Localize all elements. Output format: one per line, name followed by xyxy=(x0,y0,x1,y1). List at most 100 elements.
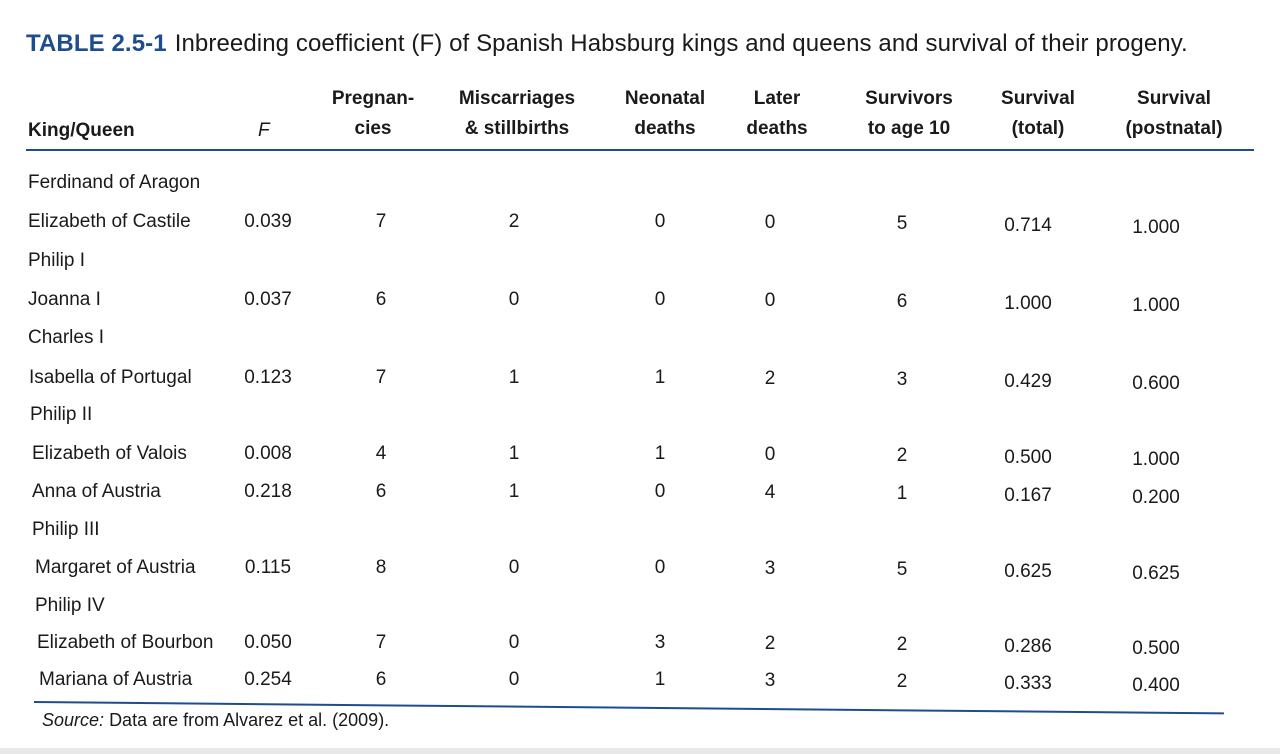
cell-survival-total: 0.429 xyxy=(1004,371,1052,392)
cell-f: 0.123 xyxy=(244,367,292,388)
cell-f: 0.218 xyxy=(244,481,292,502)
cell-survival-postnatal: 0.625 xyxy=(1132,563,1180,584)
header-survivors-line2: to age 10 xyxy=(867,118,951,139)
table-caption: Inbreeding coefficient (F) of Spanish Ha… xyxy=(174,30,1188,57)
source-text: Data are from Alvarez et al. (2009). xyxy=(109,710,390,730)
cell-survival-total: 0.714 xyxy=(1004,215,1052,236)
header-later: Later deaths xyxy=(737,84,817,144)
cell-later: 3 xyxy=(764,670,776,691)
cell-later: 2 xyxy=(764,368,776,389)
cell-miscarriages: 1 xyxy=(508,367,520,388)
cell-f: 0.050 xyxy=(244,632,292,653)
cell-miscarriages: 2 xyxy=(508,211,520,232)
cell-survival-total: 0.500 xyxy=(1004,447,1052,468)
cell-survivors: 2 xyxy=(896,671,908,692)
row-name: Joanna I xyxy=(28,289,101,310)
cell-survival-postnatal: 0.200 xyxy=(1132,487,1180,508)
cell-miscarriages: 1 xyxy=(508,443,520,464)
cell-pregnancies: 7 xyxy=(375,367,387,388)
header-survival-total-line2: (total) xyxy=(1011,118,1065,139)
cell-pregnancies: 6 xyxy=(375,481,387,502)
header-miscarriages: Miscarriages & stillbirths xyxy=(452,84,582,144)
header-neonatal-line1: Neonatal xyxy=(624,88,706,109)
header-survivors-line1: Survivors xyxy=(865,88,953,109)
header-f: F xyxy=(258,116,270,146)
cell-survival-postnatal: 0.600 xyxy=(1132,373,1180,394)
cell-pregnancies: 7 xyxy=(375,211,387,232)
row-name: Ferdinand of Aragon xyxy=(28,172,201,193)
cell-survival-total: 0.625 xyxy=(1004,561,1052,582)
cell-neonatal: 1 xyxy=(654,669,666,690)
header-miscarriages-line2: & stillbirths xyxy=(464,118,570,139)
cell-f: 0.115 xyxy=(244,557,292,578)
cell-later: 2 xyxy=(764,633,776,654)
cell-later: 0 xyxy=(764,444,776,465)
cell-pregnancies: 6 xyxy=(375,669,387,690)
cell-later: 3 xyxy=(764,558,776,579)
row-name: Charles I xyxy=(28,327,105,348)
cell-survivors: 2 xyxy=(896,445,908,466)
header-survival-postnatal-line2: (postnatal) xyxy=(1125,118,1223,139)
cell-f: 0.254 xyxy=(244,669,292,690)
cell-neonatal: 0 xyxy=(654,557,666,578)
header-pregnancies: Pregnan- cies xyxy=(330,84,416,144)
cell-neonatal: 3 xyxy=(654,632,666,653)
cell-survivors: 5 xyxy=(896,213,908,234)
cell-neonatal: 0 xyxy=(654,211,666,232)
header-neonatal-line2: deaths xyxy=(634,118,696,139)
row-name: Elizabeth of Valois xyxy=(32,443,187,464)
row-name: Margaret of Austria xyxy=(35,557,196,578)
source-note: Source: Data are from Alvarez et al. (20… xyxy=(42,710,389,731)
cell-survival-total: 0.167 xyxy=(1004,485,1052,506)
cell-survival-postnatal: 1.000 xyxy=(1132,449,1180,470)
row-name: Isabella of Portugal xyxy=(29,367,192,388)
row-name: Philip I xyxy=(28,250,86,271)
cell-f: 0.008 xyxy=(244,443,292,464)
cell-neonatal: 1 xyxy=(654,443,666,464)
cell-neonatal: 0 xyxy=(654,481,666,502)
cell-later: 0 xyxy=(764,212,776,233)
cell-neonatal: 0 xyxy=(654,289,666,310)
header-survivors: Survivors to age 10 xyxy=(857,84,961,144)
cell-pregnancies: 7 xyxy=(375,632,387,653)
cell-survivors: 6 xyxy=(896,291,908,312)
cell-survival-total: 0.286 xyxy=(1004,636,1052,657)
cell-f: 0.039 xyxy=(244,211,292,232)
table-title: TABLE 2.5-1 Inbreeding coefficient (F) of… xyxy=(26,30,1188,58)
cell-pregnancies: 6 xyxy=(375,289,387,310)
header-neonatal: Neonatal deaths xyxy=(615,84,715,144)
cell-miscarriages: 0 xyxy=(508,632,520,653)
cell-survival-postnatal: 0.500 xyxy=(1132,638,1180,659)
header-king-queen: King/Queen xyxy=(28,116,135,146)
cell-miscarriages: 0 xyxy=(508,669,520,690)
header-survival-postnatal-line1: Survival xyxy=(1137,88,1211,109)
cell-pregnancies: 4 xyxy=(375,443,387,464)
cell-miscarriages: 0 xyxy=(508,557,520,578)
header-pregnancies-line2: cies xyxy=(354,118,392,139)
header-rule xyxy=(26,149,1254,151)
cell-later: 4 xyxy=(764,482,776,503)
header-later-line2: deaths xyxy=(746,118,808,139)
page-edge xyxy=(0,748,1280,754)
row-name: Philip IV xyxy=(35,595,105,616)
header-survival-postnatal: Survival (postnatal) xyxy=(1112,84,1236,144)
header-survival-total: Survival (total) xyxy=(991,84,1085,144)
row-name: Mariana of Austria xyxy=(39,669,193,690)
cell-survival-postnatal: 0.400 xyxy=(1132,675,1180,696)
cell-neonatal: 1 xyxy=(654,367,666,388)
header-miscarriages-line1: Miscarriages xyxy=(458,88,576,109)
header-pregnancies-line1: Pregnan- xyxy=(331,88,415,109)
cell-later: 0 xyxy=(764,290,776,311)
header-later-line1: Later xyxy=(753,88,801,109)
cell-survival-postnatal: 1.000 xyxy=(1132,217,1180,238)
cell-survivors: 3 xyxy=(896,369,908,390)
cell-survivors: 2 xyxy=(896,634,908,655)
row-name: Philip II xyxy=(30,404,93,425)
cell-survival-total: 1.000 xyxy=(1004,293,1052,314)
source-label: Source: xyxy=(42,710,105,730)
table-number: TABLE 2.5-1 xyxy=(26,30,167,57)
row-name: Anna of Austria xyxy=(32,481,161,502)
cell-miscarriages: 1 xyxy=(508,481,520,502)
cell-miscarriages: 0 xyxy=(508,289,520,310)
